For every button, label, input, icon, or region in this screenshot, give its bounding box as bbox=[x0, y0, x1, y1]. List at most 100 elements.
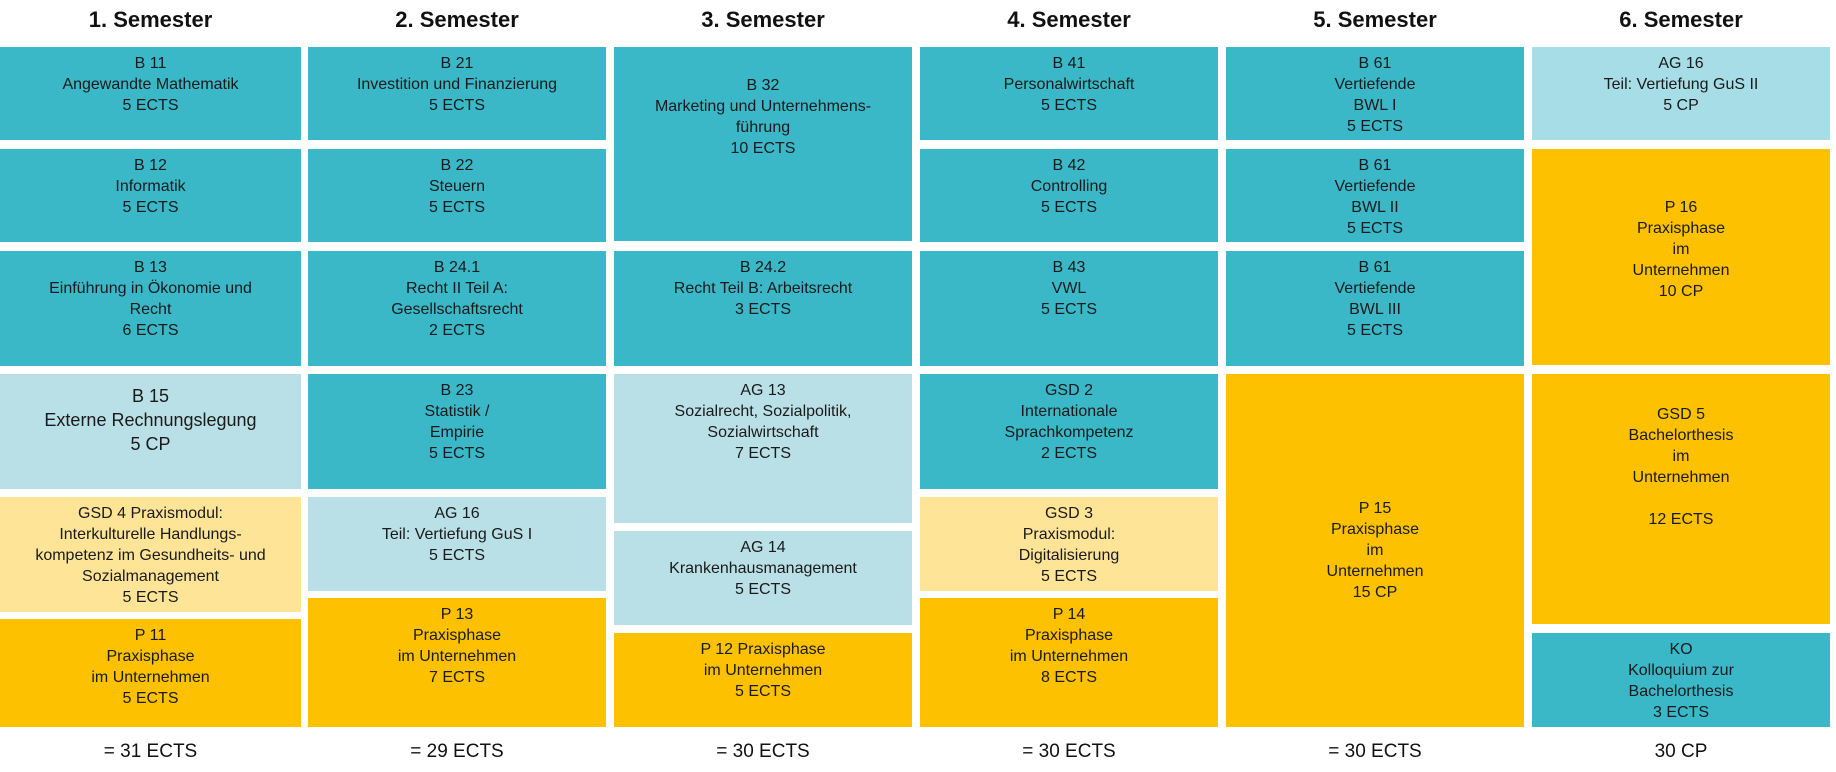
module-code: AG 16 bbox=[1658, 55, 1704, 72]
module-card: P 16 Praxisphase im Unternehmen 10 CP bbox=[1532, 149, 1830, 365]
module-card: P 11 Praxisphase im Unternehmen 5 ECTS bbox=[0, 619, 301, 727]
module-card: B 15 Externe Rechnungslegung 5 CP bbox=[0, 374, 301, 489]
module-text: 5 ECTS bbox=[734, 581, 791, 598]
module-text: führung bbox=[735, 119, 791, 136]
module-text: Praxisphase bbox=[412, 627, 502, 644]
module-card: GSD 4 Praxismodul: Interkulturelle Handlu… bbox=[0, 497, 301, 612]
module-card: B 42 Controlling 5 ECTS bbox=[920, 149, 1218, 242]
module-card: GSD 5 Bachelorthesis im Unternehmen 12 ECTS bbox=[1532, 374, 1830, 624]
module-card: B 32 Marketing und Unternehmens-führung 10… bbox=[614, 47, 912, 241]
semester-column-4: 4. Semester B 41 Personalwirtschaft 5 ECTS B… bbox=[920, 0, 1218, 772]
semester-column-1: 1. Semester B 11 Angewandte Mathematik 5 EC… bbox=[0, 0, 301, 772]
module-card: B 43 VWL 5 ECTS bbox=[920, 251, 1218, 366]
module-text: Praxisphase bbox=[106, 648, 195, 665]
module-card: B 24.1 Recht II Teil A: Gesellschaftsrecht… bbox=[308, 251, 606, 366]
module-text: 5 ECTS bbox=[1346, 220, 1403, 237]
module-code: GSD 3 bbox=[1044, 505, 1093, 522]
module-text: Angewandte Mathematik bbox=[62, 76, 239, 93]
module-text: 5 ECTS bbox=[1040, 199, 1097, 216]
module-card: AG 16 Teil: Vertiefung GuS I 5 ECTS bbox=[308, 497, 606, 591]
module-text: 5 ECTS bbox=[122, 589, 179, 606]
module-card: B 22 Steuern 5 ECTS bbox=[308, 149, 606, 242]
module-code: P 16 bbox=[1664, 199, 1698, 216]
module-code: B 23 bbox=[440, 382, 474, 399]
module-text: Sozialrecht, Sozialpolitik, bbox=[674, 403, 852, 420]
module-text: Krankenhausmanagement bbox=[669, 560, 857, 577]
module-code: AG 13 bbox=[740, 382, 786, 399]
module-text: BWL II bbox=[1351, 199, 1399, 216]
module-card: B 61 Vertiefende BWL I 5 ECTS bbox=[1226, 47, 1524, 140]
module-code: KO bbox=[1669, 641, 1693, 658]
module-text: VWL bbox=[1051, 280, 1087, 297]
module-card: B 21 Investition und Finanzierung 5 ECTS bbox=[308, 47, 606, 140]
module-text: 5 ECTS bbox=[428, 199, 485, 216]
module-card: B 24.2 Recht Teil B: Arbeitsrecht 3 ECTS bbox=[614, 251, 912, 366]
module-code: GSD 5 bbox=[1656, 406, 1705, 423]
module-text: Teil: Vertiefung GuS I bbox=[381, 526, 533, 543]
module-card: B 61 Vertiefende BWL II 5 ECTS bbox=[1226, 149, 1524, 242]
module-card: GSD 3 Praxismodul: Digitalisierung 5 ECTS bbox=[920, 497, 1218, 591]
module-text: 5 CP bbox=[1663, 97, 1699, 114]
module-text: Praxisphase bbox=[1330, 521, 1420, 538]
module-text: 5 ECTS bbox=[1040, 301, 1097, 318]
module-text: Sprachkompetenz bbox=[1004, 424, 1134, 441]
semester-title: 1. Semester bbox=[88, 7, 213, 32]
module-code: B 32 bbox=[746, 77, 780, 94]
semester-title: 5. Semester bbox=[1313, 7, 1437, 32]
module-text: im Unternehmen bbox=[703, 662, 823, 679]
semester-total: = 30 ECTS bbox=[716, 741, 810, 762]
module-text: BWL III bbox=[1349, 301, 1401, 318]
module-text: Investition und Finanzierung bbox=[356, 76, 558, 93]
module-text: Informatik bbox=[115, 178, 186, 195]
module-text: 5 ECTS bbox=[428, 547, 485, 564]
module-card: P 14 Praxisphase im Unternehmen 8 ECTS bbox=[920, 598, 1218, 727]
module-text: 6 ECTS bbox=[122, 322, 179, 339]
module-card: AG 16 Teil: Vertiefung GuS II 5 CP bbox=[1532, 47, 1830, 140]
module-text: 5 ECTS bbox=[1040, 568, 1097, 585]
module-code: B 21 bbox=[440, 55, 474, 72]
semester-title: 3. Semester bbox=[701, 7, 825, 32]
module-text: Interkulturelle Handlungs- bbox=[59, 526, 242, 543]
module-text: Vertiefende bbox=[1334, 280, 1416, 297]
module-text: Vertiefende bbox=[1334, 76, 1416, 93]
module-text: Empirie bbox=[429, 424, 485, 441]
module-text: Praxisphase bbox=[1024, 627, 1114, 644]
module-code: P 11 bbox=[134, 627, 167, 644]
module-text: 5 ECTS bbox=[428, 445, 485, 462]
module-text: Teil: Vertiefung GuS II bbox=[1603, 76, 1759, 93]
module-text: im bbox=[1672, 241, 1690, 258]
module-card: AG 13 Sozialrecht, Sozialpolitik, Sozialwi… bbox=[614, 374, 912, 523]
module-code: B 11 bbox=[134, 55, 167, 72]
module-card: B 61 Vertiefende BWL III 5 ECTS bbox=[1226, 251, 1524, 366]
module-text: Unternehmen bbox=[1326, 563, 1424, 580]
module-text: im bbox=[1366, 542, 1384, 559]
module-code: B 41 bbox=[1052, 55, 1086, 72]
module-card: AG 14 Krankenhausmanagement 5 ECTS bbox=[614, 531, 912, 625]
module-text: 10 CP bbox=[1658, 283, 1704, 300]
module-text: Recht II Teil A: bbox=[406, 280, 508, 297]
semester-title: 2. Semester bbox=[395, 7, 519, 32]
semester-total: = 30 ECTS bbox=[1328, 741, 1422, 762]
module-text: Praxisphase bbox=[1636, 220, 1726, 237]
module-text: Bachelorthesis bbox=[1628, 683, 1734, 700]
module-code: P 13 bbox=[440, 606, 474, 623]
module-text: Gesellschaftsrecht bbox=[391, 301, 523, 318]
module-text: Controlling bbox=[1030, 178, 1108, 195]
module-code: B 12 bbox=[134, 157, 167, 174]
module-text: 7 ECTS bbox=[428, 669, 485, 686]
module-text: Unternehmen bbox=[1632, 469, 1730, 486]
module-text: 5 ECTS bbox=[122, 97, 179, 114]
module-card: B 23 Statistik / Empirie 5 ECTS bbox=[308, 374, 606, 489]
module-text: Unternehmen bbox=[1632, 262, 1730, 279]
module-text: Bachelorthesis bbox=[1628, 427, 1734, 444]
module-text: Vertiefende bbox=[1334, 178, 1416, 195]
module-code: B 43 bbox=[1052, 259, 1086, 276]
module-card: GSD 2 Internationale Sprachkompetenz 2 ECTS bbox=[920, 374, 1218, 489]
semester-total: = 31 ECTS bbox=[103, 741, 198, 762]
module-text: Sozialwirtschaft bbox=[707, 424, 819, 441]
module-text: 5 ECTS bbox=[428, 97, 485, 114]
module-text: 2 ECTS bbox=[428, 322, 485, 339]
module-text: 3 ECTS bbox=[734, 301, 791, 318]
